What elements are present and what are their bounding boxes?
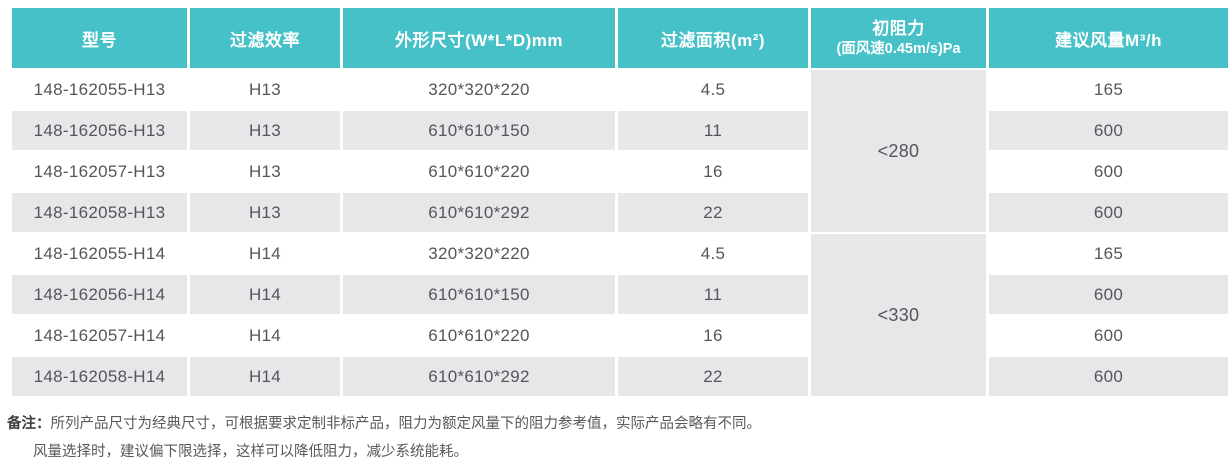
cell-model: 148-162057-H13 bbox=[12, 152, 187, 191]
cell-airflow: 600 bbox=[989, 316, 1228, 355]
footnote-line-1: 备注：所列产品尺寸为经典尺寸，可根据要求定制非标产品，阻力为额定风量下的阻力参考… bbox=[7, 410, 761, 438]
cell-airflow: 600 bbox=[989, 193, 1228, 232]
col-header-dimensions: 外形尺寸(W*L*D)mm bbox=[343, 8, 615, 68]
cell-airflow: 600 bbox=[989, 275, 1228, 314]
cell-area: 11 bbox=[618, 111, 808, 150]
cell-efficiency: H13 bbox=[190, 111, 340, 150]
cell-efficiency: H14 bbox=[190, 234, 340, 273]
cell-efficiency: H14 bbox=[190, 357, 340, 396]
cell-efficiency: H13 bbox=[190, 70, 340, 109]
cell-dimensions: 610*610*220 bbox=[343, 152, 615, 191]
cell-area: 22 bbox=[618, 193, 808, 232]
cell-model: 148-162055-H13 bbox=[12, 70, 187, 109]
cell-dimensions: 610*610*220 bbox=[343, 316, 615, 355]
cell-area: 16 bbox=[618, 152, 808, 191]
col-header-airflow: 建议风量M³/h bbox=[989, 8, 1228, 68]
cell-airflow: 165 bbox=[989, 234, 1228, 273]
col-header-model: 型号 bbox=[12, 8, 187, 68]
cell-model: 148-162056-H13 bbox=[12, 111, 187, 150]
cell-model: 148-162056-H14 bbox=[12, 275, 187, 314]
cell-efficiency: H14 bbox=[190, 316, 340, 355]
cell-efficiency: H14 bbox=[190, 275, 340, 314]
cell-airflow: 600 bbox=[989, 357, 1228, 396]
footnote-line-2: 风量选择时，建议偏下限选择，这样可以降低阻力，减少系统能耗。 bbox=[33, 444, 468, 460]
cell-dimensions: 320*320*220 bbox=[343, 70, 615, 109]
footnote-text-1: 所列产品尺寸为经典尺寸，可根据要求定制非标产品，阻力为额定风量下的阻力参考值，实… bbox=[50, 416, 762, 432]
col-header-area: 过滤面积(m²) bbox=[618, 8, 808, 68]
cell-area: 11 bbox=[618, 275, 808, 314]
cell-area: 16 bbox=[618, 316, 808, 355]
cell-area: 4.5 bbox=[618, 70, 808, 109]
footnote: 备注：所列产品尺寸为经典尺寸，可根据要求定制非标产品，阻力为额定风量下的阻力参考… bbox=[7, 410, 761, 466]
cell-airflow: 600 bbox=[989, 111, 1228, 150]
merged-resistance-cell: <330 bbox=[811, 234, 986, 396]
cell-dimensions: 610*610*292 bbox=[343, 357, 615, 396]
cell-dimensions: 610*610*292 bbox=[343, 193, 615, 232]
cell-area: 4.5 bbox=[618, 234, 808, 273]
resistance-header-title: 初阻力 bbox=[872, 18, 925, 38]
cell-efficiency: H13 bbox=[190, 193, 340, 232]
col-header-resistance: 初阻力 (面风速0.45m/s)Pa bbox=[811, 8, 986, 68]
resistance-header-subtitle: (面风速0.45m/s)Pa bbox=[836, 40, 961, 57]
cell-dimensions: 610*610*150 bbox=[343, 275, 615, 314]
cell-area: 22 bbox=[618, 357, 808, 396]
cell-airflow: 165 bbox=[989, 70, 1228, 109]
cell-efficiency: H13 bbox=[190, 152, 340, 191]
cell-model: 148-162057-H14 bbox=[12, 316, 187, 355]
merged-resistance-cell: <280 bbox=[811, 70, 986, 232]
cell-model: 148-162058-H14 bbox=[12, 357, 187, 396]
footnote-label: 备注： bbox=[7, 416, 51, 432]
cell-model: 148-162058-H13 bbox=[12, 193, 187, 232]
filter-spec-table: 型号 过滤效率 外形尺寸(W*L*D)mm 过滤面积(m²) 初阻力 (面风速0… bbox=[12, 8, 1228, 396]
cell-dimensions: 610*610*150 bbox=[343, 111, 615, 150]
cell-dimensions: 320*320*220 bbox=[343, 234, 615, 273]
cell-model: 148-162055-H14 bbox=[12, 234, 187, 273]
col-header-efficiency: 过滤效率 bbox=[190, 8, 340, 68]
cell-airflow: 600 bbox=[989, 152, 1228, 191]
